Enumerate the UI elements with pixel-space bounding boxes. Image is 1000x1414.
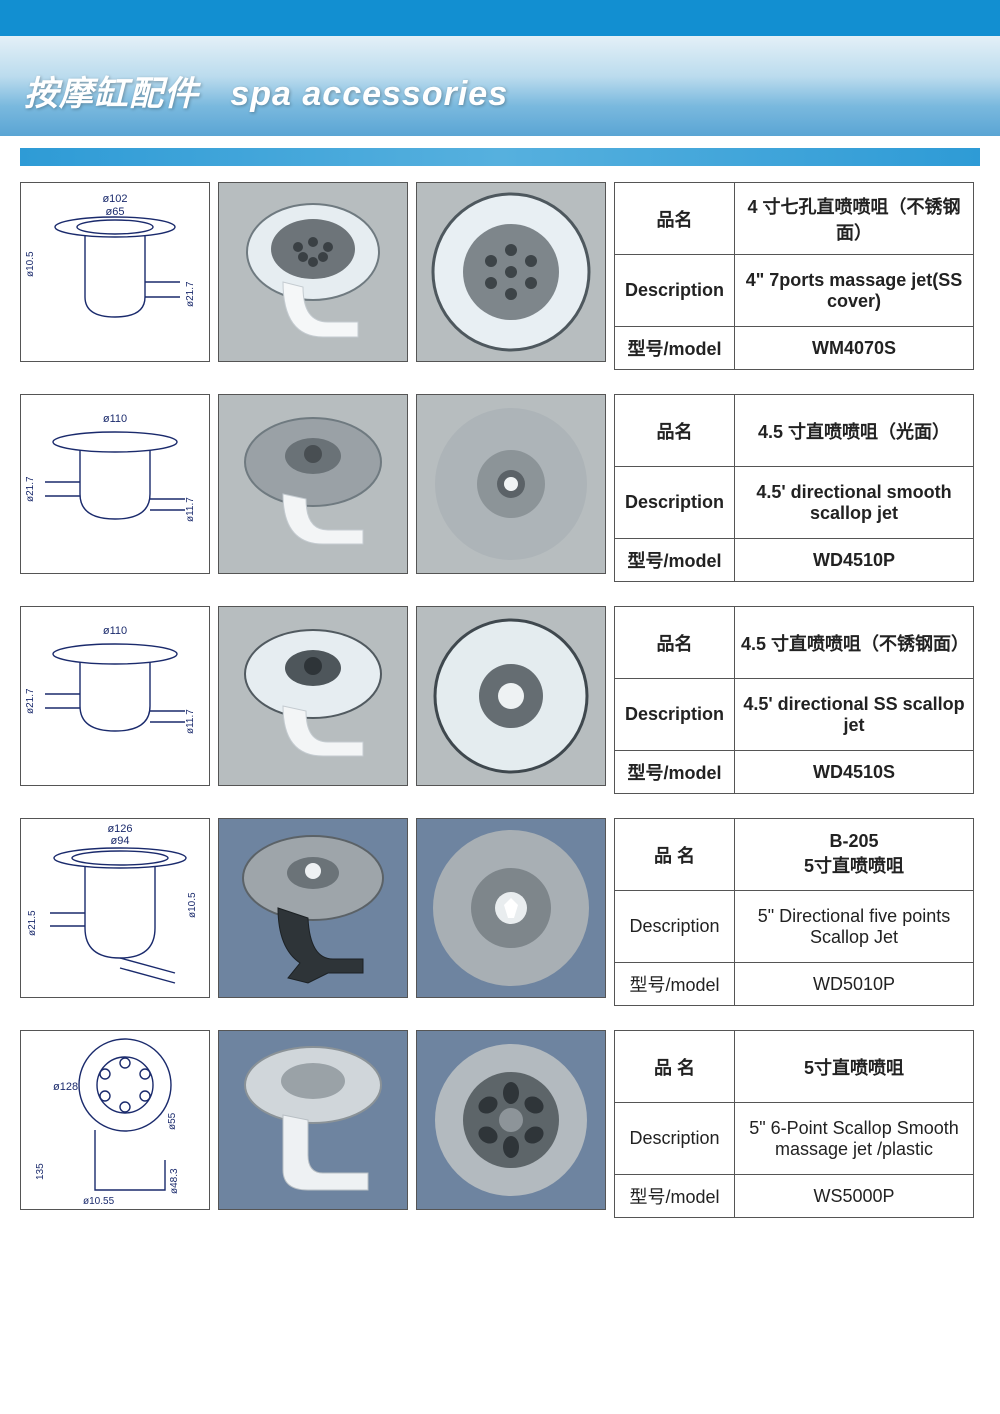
product-info-table: 品名 4 寸七孔直喷喷咀（不锈钢面） Description 4" 7ports…: [614, 182, 974, 370]
value-model: WS5000P: [735, 1175, 974, 1218]
label-description: Description: [615, 255, 735, 327]
product-photo-angle: [218, 606, 408, 786]
value-description: 4" 7ports massage jet(SS cover): [735, 255, 974, 327]
value-model: WD4510S: [735, 751, 974, 794]
dim-text: ø94: [111, 835, 130, 847]
product-row: ø126 ø94 ø21.5 ø10.5 品 名: [20, 818, 980, 1006]
product-photo-angle: [218, 394, 408, 574]
value-name-cn: 4.5 寸直喷喷咀（光面）: [735, 395, 974, 467]
value-name-cn: 4.5 寸直喷喷咀（不锈钢面）: [735, 607, 974, 679]
label-description: Description: [615, 679, 735, 751]
label-name-cn: 品 名: [615, 819, 735, 891]
dim-text: ø21.7: [185, 281, 196, 307]
dim-text: ø110: [103, 413, 127, 425]
product-photo-top: [416, 1030, 606, 1210]
product-photo-angle: [218, 818, 408, 998]
value-model: WD4510P: [735, 539, 974, 582]
technical-drawing: ø110 ø21.7 ø11.7: [20, 606, 210, 786]
dim-text: ø10.55: [83, 1196, 115, 1207]
products-container: ø102 ø65 ø10.5 ø21.7: [20, 182, 980, 1218]
product-photo-top: [416, 606, 606, 786]
technical-drawing: ø102 ø65 ø10.5 ø21.7: [20, 182, 210, 362]
label-name-cn: 品名: [615, 395, 735, 467]
value-description: 4.5' directional smooth scallop jet: [735, 467, 974, 539]
product-row: ø110 ø21.7 ø11.7 品名 4.5 寸直喷喷咀（光: [20, 394, 980, 582]
label-model: 型号/model: [615, 1175, 735, 1218]
dim-text: ø48.3: [169, 1168, 180, 1194]
dim-text: ø11.7: [185, 709, 196, 734]
product-info-table: 品 名 B-205 5寸直喷喷咀 Description 5" Directio…: [614, 818, 974, 1006]
banner-title-cn: 按摩缸配件: [24, 75, 199, 113]
value-model: WM4070S: [735, 327, 974, 370]
label-description: Description: [615, 1103, 735, 1175]
technical-drawing: ø110 ø21.7 ø11.7: [20, 394, 210, 574]
dim-text: ø10.5: [25, 251, 36, 277]
dim-text: ø21.7: [25, 476, 36, 502]
product-row: ø128 ø55 135 ø10.55 ø48.3: [20, 1030, 980, 1218]
dim-text: ø10.5: [187, 892, 198, 918]
banner-title: 按摩缸配件 spa accessories: [24, 66, 508, 115]
technical-drawing: ø126 ø94 ø21.5 ø10.5: [20, 818, 210, 998]
label-model: 型号/model: [615, 327, 735, 370]
dim-text: ø65: [106, 206, 125, 218]
banner: 按摩缸配件 spa accessories: [0, 36, 1000, 136]
product-photo-top: [416, 818, 606, 998]
value-model: WD5010P: [735, 963, 974, 1006]
value-description: 5" 6-Point Scallop Smooth massage jet /p…: [735, 1103, 974, 1175]
label-name-cn: 品 名: [615, 1031, 735, 1103]
label-description: Description: [615, 467, 735, 539]
product-photo-angle: [218, 182, 408, 362]
label-model: 型号/model: [615, 963, 735, 1006]
label-name-cn: 品名: [615, 183, 735, 255]
dim-text: ø110: [103, 625, 127, 637]
dim-text: ø21.7: [25, 688, 36, 714]
dim-text: ø126: [107, 823, 132, 835]
product-row: ø110 ø21.7 ø11.7 品名 4.5 寸直喷喷咀（不锈钢面）: [20, 606, 980, 794]
dim-text: ø55: [167, 1112, 178, 1130]
value-description: 5" Directional five points Scallop Jet: [735, 891, 974, 963]
topbar: [0, 0, 1000, 36]
value-name-cn: B-205 5寸直喷喷咀: [735, 819, 974, 891]
product-photo-top: [416, 394, 606, 574]
label-description: Description: [615, 891, 735, 963]
banner-title-en: spa accessories: [230, 75, 508, 113]
technical-drawing: ø128 ø55 135 ø10.55 ø48.3: [20, 1030, 210, 1210]
label-name-cn: 品名: [615, 607, 735, 679]
value-name-cn: 4 寸七孔直喷喷咀（不锈钢面）: [735, 183, 974, 255]
dim-text: ø128: [53, 1081, 78, 1093]
dim-text: 135: [35, 1163, 46, 1180]
dim-text: ø21.5: [27, 910, 38, 936]
product-info-table: 品名 4.5 寸直喷喷咀（光面） Description 4.5' direct…: [614, 394, 974, 582]
dim-text: ø11.7: [185, 497, 196, 522]
product-row: ø102 ø65 ø10.5 ø21.7: [20, 182, 980, 370]
product-info-table: 品 名 5寸直喷喷咀 Description 5" 6-Point Scallo…: [614, 1030, 974, 1218]
sub-band: [20, 148, 980, 166]
label-model: 型号/model: [615, 751, 735, 794]
product-photo-angle: [218, 1030, 408, 1210]
value-description: 4.5' directional SS scallop jet: [735, 679, 974, 751]
product-photo-top: [416, 182, 606, 362]
label-model: 型号/model: [615, 539, 735, 582]
value-name-cn: 5寸直喷喷咀: [735, 1031, 974, 1103]
dim-text: ø102: [102, 193, 127, 205]
product-info-table: 品名 4.5 寸直喷喷咀（不锈钢面） Description 4.5' dire…: [614, 606, 974, 794]
